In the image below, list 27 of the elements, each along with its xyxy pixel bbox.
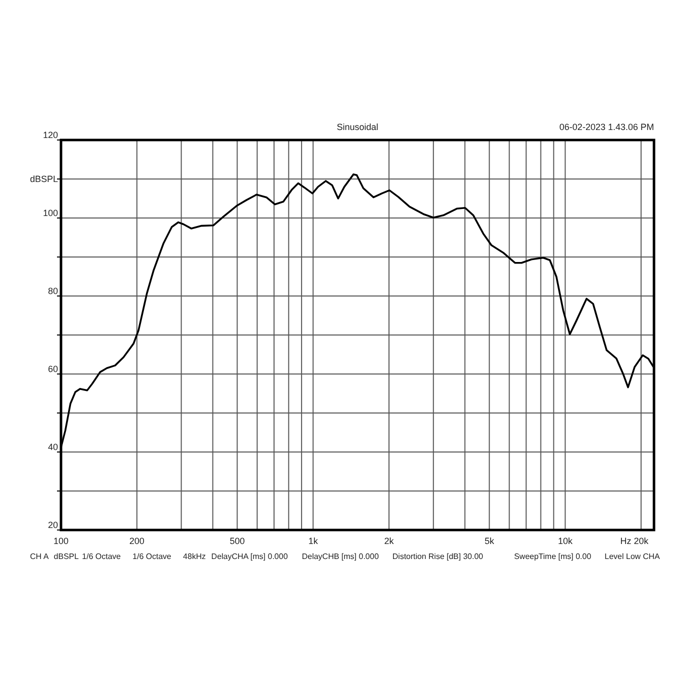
text: 06-02-2023 1.43.06 PM: [559, 122, 654, 132]
x-tick-label: 1k: [308, 536, 318, 546]
text: dBSPL: [54, 552, 80, 561]
text: DelayCHA [ms] 0.000: [211, 552, 288, 561]
text: 48kHz: [183, 552, 206, 561]
y-tick-label: 40: [48, 442, 58, 452]
y-tick-label: 60: [48, 364, 58, 374]
y-tick-label: 100: [42, 208, 58, 218]
text: CH A: [30, 552, 50, 561]
text: SweepTime [ms] 0.00: [514, 552, 592, 561]
y-tick-label: 120: [42, 130, 58, 140]
x-tick-label: 500: [230, 536, 245, 546]
y-tick-label: 20: [48, 520, 58, 530]
y-axis-title: dBSPL: [30, 174, 58, 184]
chart-title: Sinusoidal: [336, 122, 378, 132]
text: Distortion Rise [dB] 30.00: [392, 552, 484, 561]
text: 1/6 Octave: [132, 552, 172, 561]
text: Level Low CHA: [604, 552, 660, 561]
text: 1/6 Octave: [82, 552, 122, 561]
y-tick-label: 80: [48, 286, 58, 296]
x-tick-label: 5k: [484, 536, 495, 546]
x-tick-label: 10k: [558, 536, 573, 546]
x-tick-label: 2k: [384, 536, 394, 546]
x-tick-label: 20k: [634, 536, 649, 546]
x-tick-label: 200: [129, 536, 144, 546]
text: DelayCHB [ms] 0.000: [302, 552, 380, 561]
x-axis-title: Hz: [620, 536, 632, 546]
